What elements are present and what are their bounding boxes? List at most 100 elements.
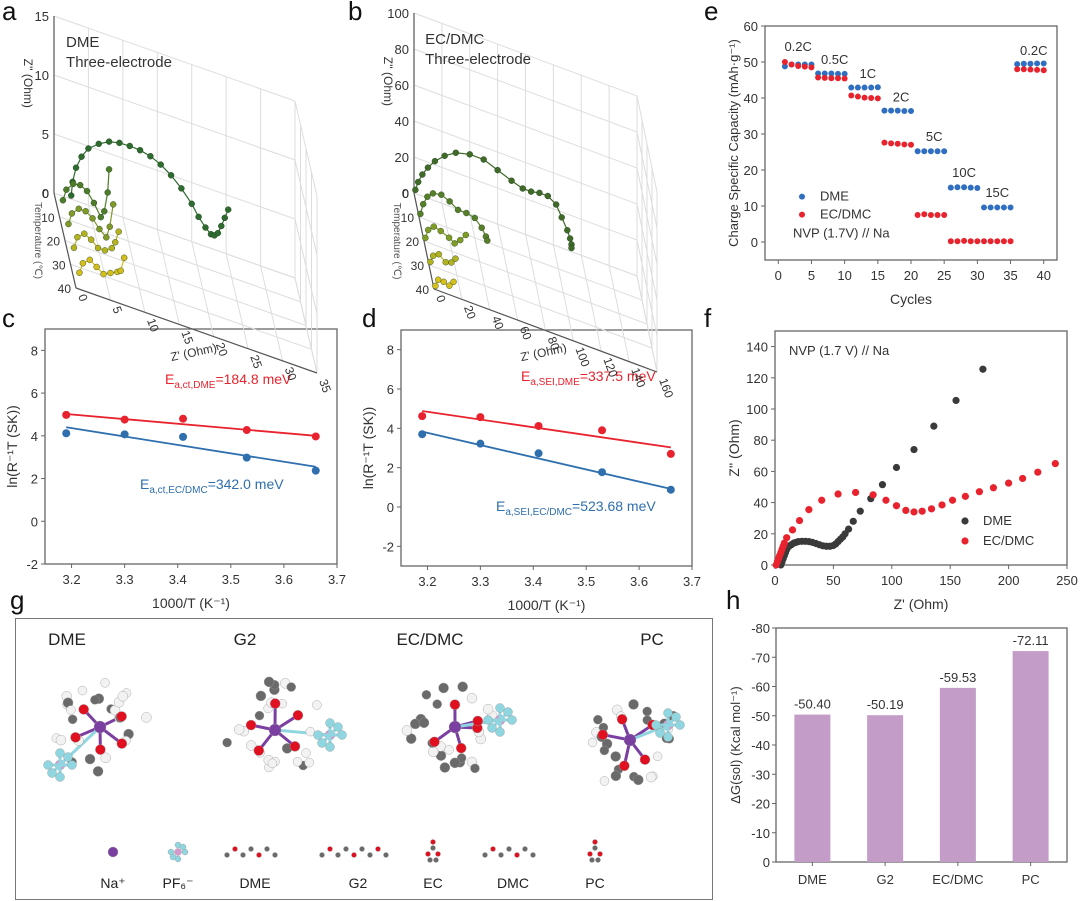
data-point xyxy=(65,220,72,228)
atom-f xyxy=(663,732,673,742)
panel-label-e: e xyxy=(704,0,719,26)
x-tick-label: 25 xyxy=(247,353,265,371)
atom-c xyxy=(432,699,442,709)
data-point-dme xyxy=(888,107,895,114)
atom-o xyxy=(490,846,496,852)
data-point xyxy=(462,231,470,239)
data-point-ec-dmc xyxy=(918,507,926,515)
atom-na xyxy=(623,733,637,747)
data-point xyxy=(81,230,88,237)
data-point-dme xyxy=(908,107,914,114)
data-point xyxy=(438,191,445,198)
grid-line xyxy=(413,48,638,133)
activation-energy-label: Ea,ct,DME=184.8 meV xyxy=(165,371,292,391)
atom-c xyxy=(482,852,488,858)
data-point-ec-dmc xyxy=(780,539,788,547)
atom-o xyxy=(435,851,441,857)
rate-label: 5C xyxy=(926,129,943,144)
atom-h xyxy=(141,712,152,723)
atom-c xyxy=(506,846,512,852)
atom-o xyxy=(472,715,483,727)
atom-f xyxy=(655,728,665,738)
data-point xyxy=(418,412,427,421)
y-tick-label: -2 xyxy=(382,539,394,554)
data-point-ec-dmc xyxy=(835,75,841,82)
bar-value-label: -72.11 xyxy=(1013,633,1049,648)
atom-c xyxy=(610,751,621,762)
grid-line xyxy=(294,277,318,374)
x-tick-label: 0 xyxy=(75,292,91,303)
x-tick-label: 3.6 xyxy=(630,574,648,589)
atom-o xyxy=(639,754,651,765)
x-tick-label: 3.7 xyxy=(328,572,346,587)
data-point-ec-dmc xyxy=(1019,474,1027,483)
atom-h xyxy=(77,685,88,696)
atom-c xyxy=(470,763,480,774)
atom-h xyxy=(466,692,478,704)
atom-h xyxy=(55,734,67,746)
data-point-ec-dmc xyxy=(788,61,795,68)
data-point-dme xyxy=(1000,204,1007,211)
grid-line xyxy=(53,15,296,102)
solvation-cluster-dme xyxy=(43,678,152,782)
data-point xyxy=(112,239,119,246)
data-point-ec-dmc xyxy=(1040,67,1047,74)
chart-title: DME xyxy=(66,34,99,51)
data-point-ec-dmc xyxy=(981,238,987,245)
y-tick-label: 0 xyxy=(761,558,768,573)
data-point-dme xyxy=(868,84,875,91)
chart-subtitle: Three-electrode xyxy=(425,51,531,68)
data-point-ec-dmc xyxy=(901,141,908,148)
data-point xyxy=(242,426,251,435)
data-point xyxy=(79,260,87,267)
x-tick-label: 3.7 xyxy=(683,574,701,589)
data-point-dme xyxy=(901,107,908,114)
z-tick-label: 20 xyxy=(47,235,61,249)
data-point xyxy=(412,186,419,194)
data-point-dme xyxy=(947,184,954,191)
data-point-ec-dmc xyxy=(948,496,957,504)
atom-p xyxy=(174,848,182,856)
data-point xyxy=(76,181,84,189)
atom-f xyxy=(495,727,505,737)
data-point-ec-dmc xyxy=(961,492,969,500)
x-tick-label: 200 xyxy=(998,573,1020,588)
data-point xyxy=(87,236,95,243)
data-point xyxy=(508,177,515,184)
panel-label-a: a xyxy=(2,0,17,26)
data-point xyxy=(167,172,175,179)
data-point xyxy=(435,251,442,258)
data-point-dme xyxy=(954,184,961,191)
x-tick-label: 35 xyxy=(1003,268,1017,283)
atom-f xyxy=(675,720,685,730)
atom-o xyxy=(425,851,431,857)
data-point xyxy=(72,164,80,171)
y-tick-label: 20 xyxy=(744,163,758,178)
solvation-cluster-pc xyxy=(587,699,685,786)
data-point-ec-dmc xyxy=(975,488,984,496)
x-tick-label: 20 xyxy=(461,304,479,322)
atom-c xyxy=(254,710,265,721)
data-point-dme xyxy=(821,70,828,77)
data-point xyxy=(90,199,98,207)
atom-c xyxy=(610,770,622,782)
y-tick-label: 6 xyxy=(387,382,394,397)
data-point-dme xyxy=(941,148,948,155)
atom-o xyxy=(256,852,262,858)
data-point xyxy=(107,269,114,277)
molecule-legend-label: PF₆⁻ xyxy=(163,875,194,891)
panel-label-h: h xyxy=(726,585,741,615)
cluster-title-pc: PC xyxy=(640,630,664,649)
data-point xyxy=(116,139,123,147)
data-point-ec-dmc xyxy=(888,140,895,147)
data-point xyxy=(494,166,501,174)
y-tick-label: 15 xyxy=(35,9,49,24)
z-tick-label: 40 xyxy=(416,283,430,297)
atom-o xyxy=(253,745,265,756)
atom-c xyxy=(343,846,349,852)
data-point xyxy=(105,138,113,145)
atom-o xyxy=(351,852,357,858)
z-axis-label: Temperature (℃) xyxy=(32,202,43,279)
legend-marker xyxy=(961,537,969,545)
data-point xyxy=(478,224,485,231)
